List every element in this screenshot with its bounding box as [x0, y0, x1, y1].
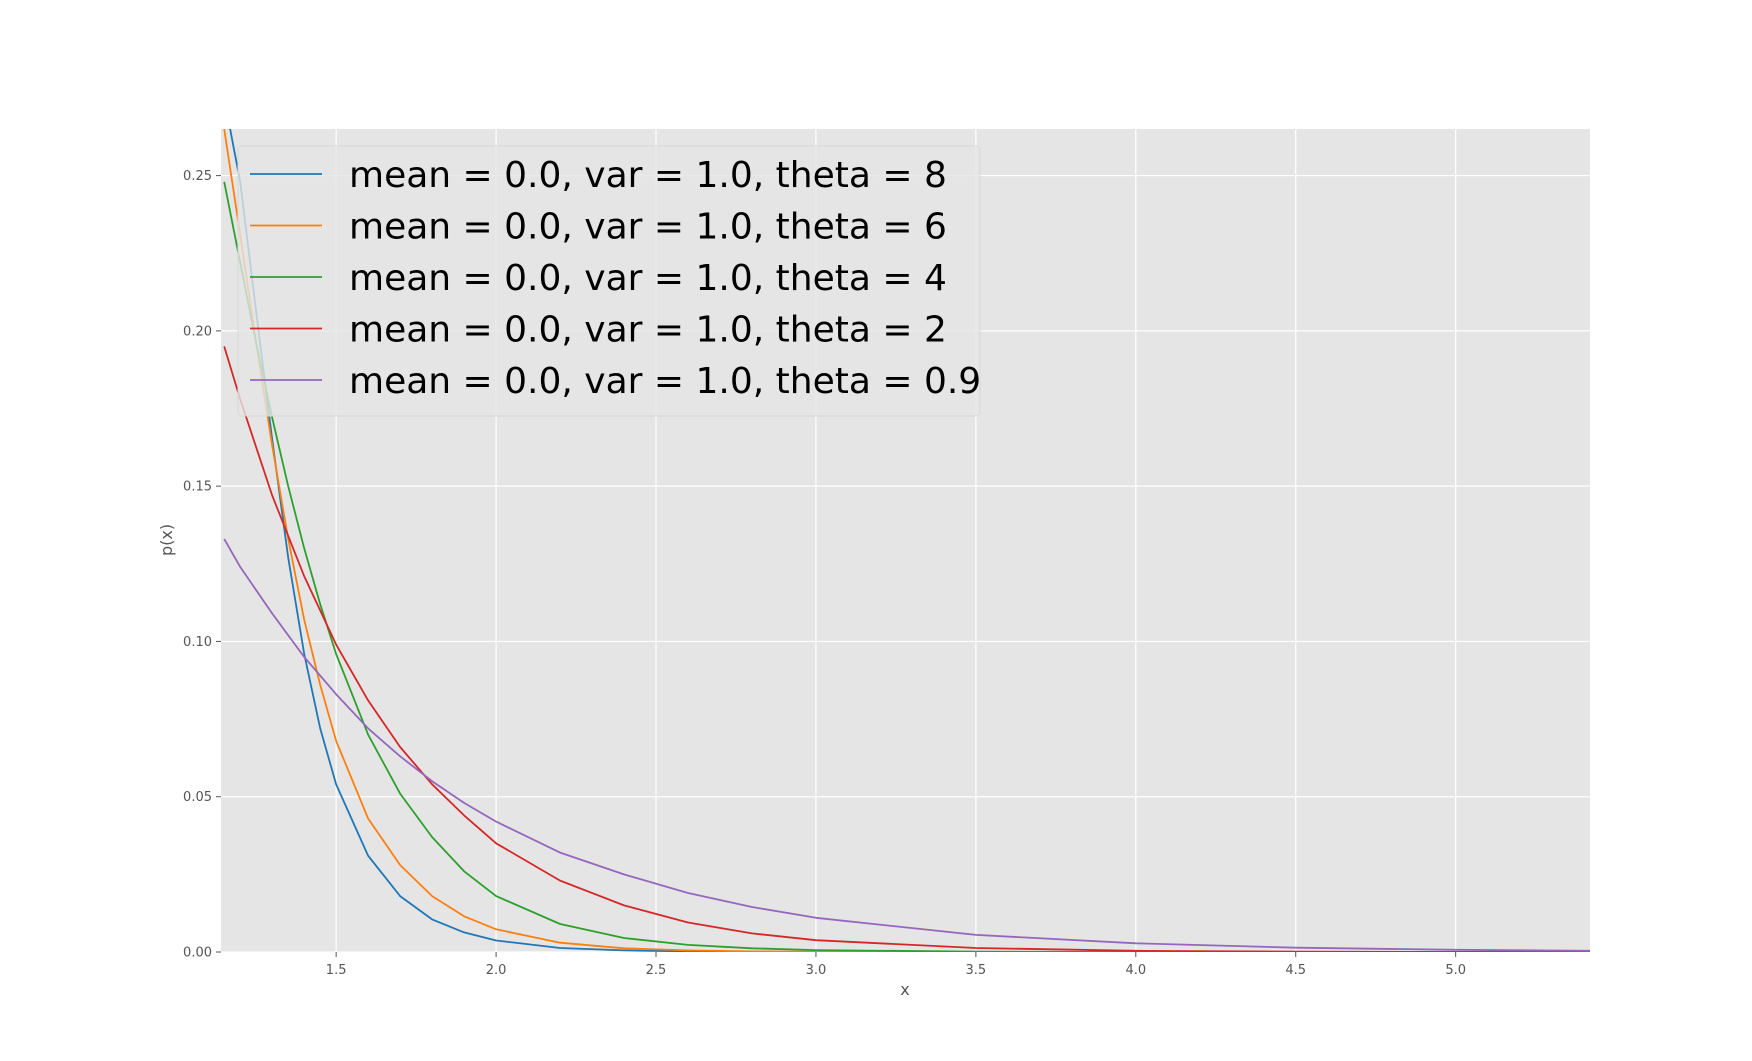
x-tick-label: 3.5	[966, 963, 987, 978]
series-line	[223, 346, 1590, 952]
x-tick-label: 5.0	[1445, 963, 1466, 978]
legend-label: mean = 0.0, var = 1.0, theta = 0.9	[349, 361, 981, 402]
x-tick-label: 4.5	[1285, 963, 1306, 978]
x-tick-label: 2.0	[486, 963, 507, 978]
y-axis-label: p(x)	[157, 524, 176, 556]
series-lines	[223, 129, 1590, 952]
y-tick-label: 0.15	[183, 480, 212, 495]
legend-label: mean = 0.0, var = 1.0, theta = 2	[349, 310, 947, 351]
legend-label: mean = 0.0, var = 1.0, theta = 4	[349, 258, 947, 299]
series-line	[223, 538, 1590, 952]
y-tick-label: 0.10	[183, 635, 212, 650]
legend-label: mean = 0.0, var = 1.0, theta = 8	[349, 155, 947, 196]
legend-label: mean = 0.0, var = 1.0, theta = 6	[349, 207, 947, 248]
series-line	[223, 129, 1590, 952]
axis-ticks: 1.5 2.0 2.5 3.0 3.5 4.0 4.5 5.0 0.00 0.05 0.10 0.15…	[183, 169, 1466, 978]
x-tick-label: 2.5	[646, 963, 667, 978]
x-tick-label: 4.0	[1125, 963, 1146, 978]
legend: mean = 0.0, var = 1.0, theta = 8 mean = 0…	[237, 145, 981, 417]
y-tick-label: 0.25	[183, 169, 212, 184]
y-tick-label: 0.00	[183, 946, 212, 961]
x-tick-label: 1.5	[326, 963, 347, 978]
legend-box	[237, 145, 981, 417]
x-axis-label: x	[900, 980, 909, 999]
y-tick-label: 0.05	[183, 790, 212, 805]
x-tick-label: 3.0	[806, 963, 827, 978]
y-tick-label: 0.20	[183, 324, 212, 339]
series-line	[223, 181, 1590, 952]
